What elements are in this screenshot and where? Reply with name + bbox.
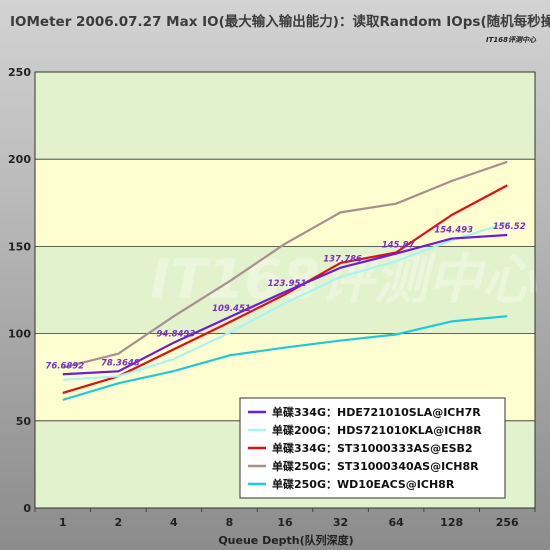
y-tick-labels: 0 50 100 150 200 250 <box>8 66 31 515</box>
legend: 单碟334G：HDE721010SLA@ICH7R 单碟200G：HDS72101… <box>239 397 506 499</box>
data-label: 78.3648 <box>101 358 140 368</box>
data-labels: 76.6892 78.3648 94.8493 109.451 123.951 137.7… <box>45 222 525 371</box>
x-tick-label: 4 <box>170 516 178 529</box>
x-tick-label: 16 <box>277 516 293 529</box>
x-tick-label: 1 <box>59 516 67 529</box>
x-tick-label: 32 <box>333 516 348 529</box>
plot-band <box>35 72 535 160</box>
plot-background <box>35 72 535 508</box>
data-label: 156.52 <box>493 222 526 232</box>
y-tick-label: 250 <box>8 66 31 79</box>
data-label: 145.87 <box>382 241 415 251</box>
axes <box>34 71 536 509</box>
watermark: IT168评测中心 <box>150 248 538 311</box>
plot-band <box>35 246 535 334</box>
data-label: 154.493 <box>434 226 473 236</box>
x-tick-label: 256 <box>496 516 519 529</box>
x-tick-label: 2 <box>115 516 123 529</box>
data-label: 94.8493 <box>157 330 196 340</box>
x-tick-label: 128 <box>440 516 463 529</box>
series-line <box>62 315 508 401</box>
plot-frame <box>34 71 536 509</box>
x-tick-label: 8 <box>226 516 234 529</box>
legend-entry: 单碟334G：HDE721010SLA@ICH7R <box>272 405 481 419</box>
series-line <box>62 160 508 369</box>
chart-title: IOMeter 2006.07.27 Max IO(最大输入输出能力)：读取Ra… <box>10 13 550 30</box>
data-label: 137.786 <box>323 255 362 265</box>
y-tick-label: 200 <box>8 153 31 166</box>
x-tick-label: 64 <box>388 516 404 529</box>
brand-label: IT168评测中心 <box>486 35 537 44</box>
x-tick-labels: 1 2 4 8 16 32 64 128 256 <box>59 516 519 529</box>
data-label: 109.451 <box>212 304 251 314</box>
y-tick-label: 0 <box>23 502 31 515</box>
x-axis-label: Queue Depth(队列深度) <box>218 533 353 547</box>
y-tick-label: 50 <box>16 415 32 428</box>
data-label: 76.6892 <box>45 361 84 371</box>
series-lines <box>62 160 508 401</box>
y-tick-label: 150 <box>8 240 31 253</box>
legend-entry: 单碟200G：HDS721010KLA@ICH8R <box>272 423 482 437</box>
series-line <box>62 184 508 394</box>
legend-entry: 单碟250G：WD10EACS@ICH8R <box>272 477 455 491</box>
legend-entry: 单碟334G：ST31000333AS@ESB2 <box>272 441 473 455</box>
y-tick-label: 100 <box>8 328 31 341</box>
series-line <box>62 221 508 381</box>
legend-box <box>239 397 506 499</box>
data-label: 123.951 <box>268 279 307 289</box>
legend-entry: 单碟250G：ST31000340AS@ICH8R <box>272 459 479 473</box>
plot-band <box>35 159 535 247</box>
series-line <box>62 233 508 376</box>
